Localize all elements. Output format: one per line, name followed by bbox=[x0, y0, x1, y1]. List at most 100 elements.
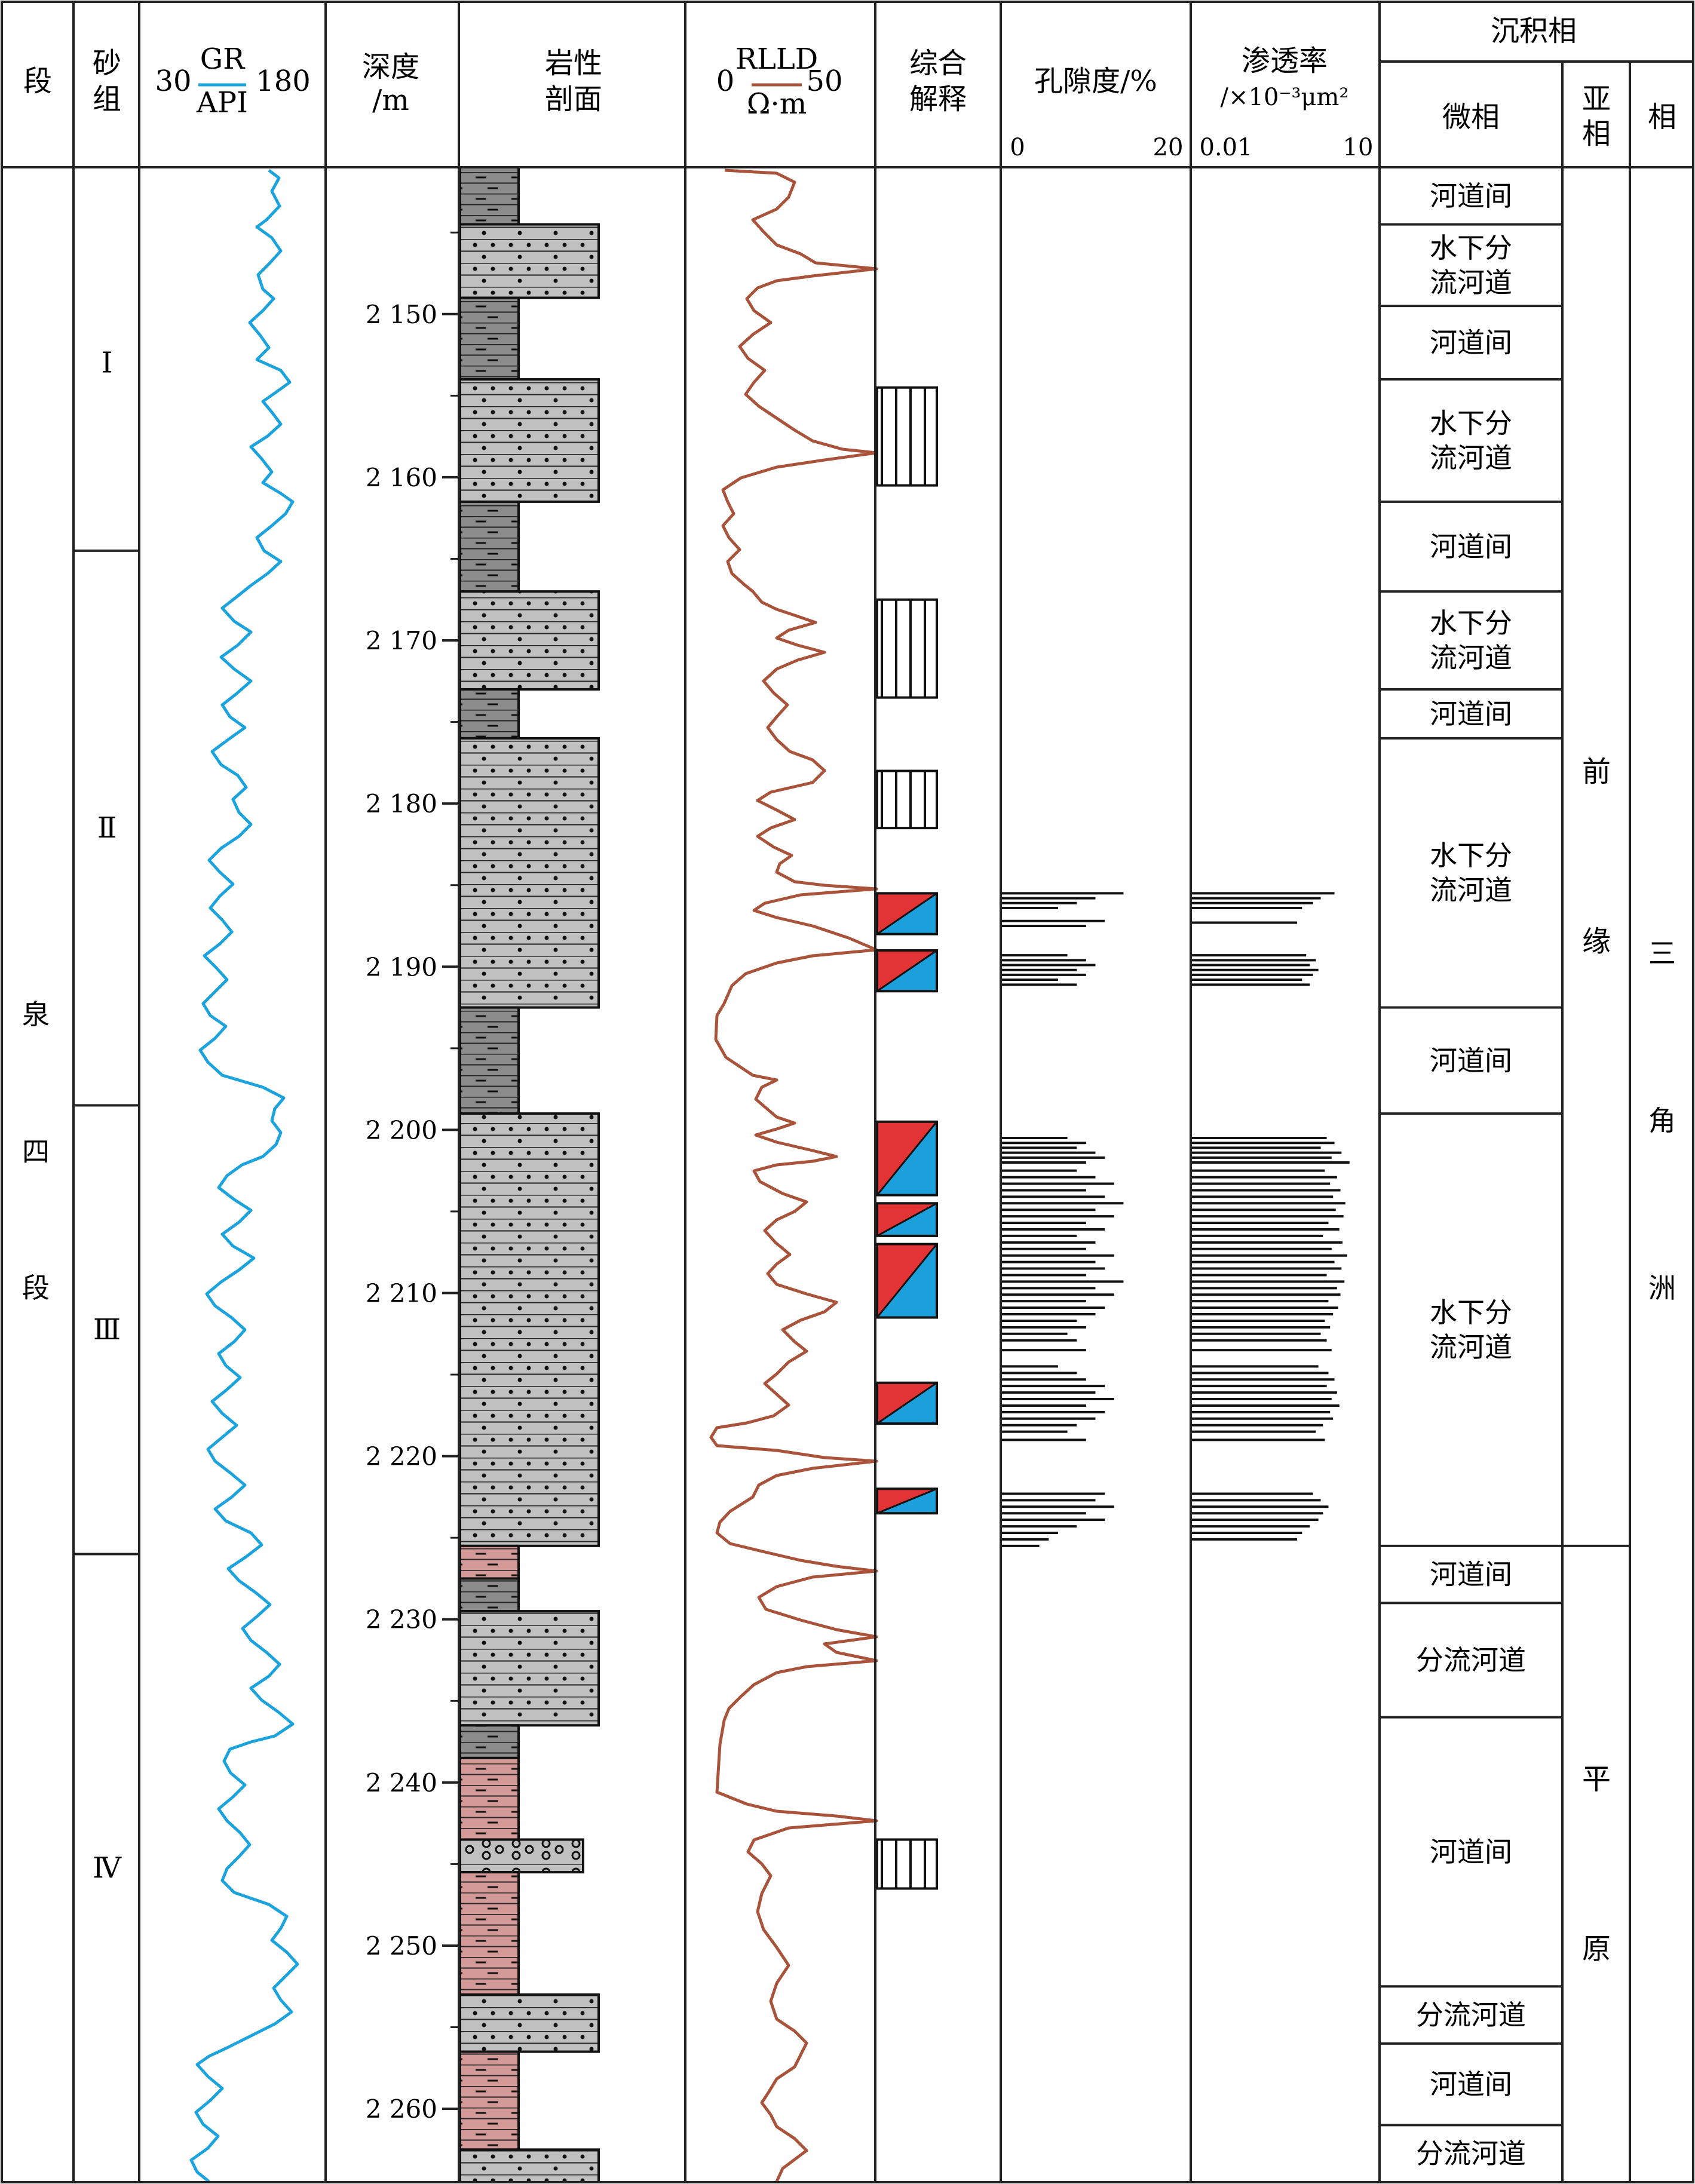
oil-water-frame bbox=[876, 1120, 938, 1197]
lithology-unit-mudstone bbox=[459, 1006, 520, 1115]
subfacies-char: 前 bbox=[1582, 755, 1611, 789]
facies-label: 三 角 洲 bbox=[1648, 937, 1676, 1304]
header-interpretation-2: 解释 bbox=[909, 82, 967, 116]
header-permeability-title: 渗透率 bbox=[1242, 44, 1328, 78]
oil-water-diagonal bbox=[876, 1243, 938, 1318]
lithology-unit-sandstone bbox=[459, 1610, 600, 1727]
header-subfacies-1: 亚 bbox=[1582, 82, 1611, 116]
header-rlld-top: RLLD bbox=[735, 42, 818, 76]
subfacies-char: 平 bbox=[1582, 1762, 1611, 1796]
lithology-unit-red-mudstone bbox=[459, 1756, 520, 1841]
microfacies-label: 河道间 bbox=[1430, 698, 1512, 730]
dry-layer-symbol bbox=[876, 1838, 938, 1890]
depth-tick-label: 2 150 bbox=[366, 300, 437, 329]
microfacies-label: 分流河道 bbox=[1416, 1644, 1526, 1676]
header-permeability-max: 10 bbox=[1343, 134, 1374, 161]
depth-tick-label: 2 210 bbox=[366, 1279, 437, 1308]
oil-water-diagonal bbox=[876, 949, 937, 992]
header-rlld-bottom: Ω·m bbox=[747, 87, 807, 121]
member-char-2: 四 bbox=[22, 1136, 50, 1168]
lithology-unit-red-mudstone bbox=[459, 2050, 520, 2151]
rlld-curve bbox=[709, 168, 878, 2183]
microfacies-label: 水下分 bbox=[1430, 839, 1512, 872]
microfacies-label: 分流河道 bbox=[1416, 2137, 1526, 2170]
oil-water-frame bbox=[876, 949, 938, 993]
header-gr-max: 180 bbox=[256, 65, 311, 98]
oil-water-diagonal bbox=[876, 892, 937, 935]
lithology-unit-mudstone bbox=[459, 1724, 520, 1759]
header-facies-group: 沉积相 bbox=[1491, 14, 1577, 48]
header-member: 段 bbox=[23, 65, 52, 98]
interpretation-dry bbox=[876, 769, 938, 830]
header-permeability-min: 0.01 bbox=[1199, 134, 1252, 161]
lithology-unit-sandstone bbox=[459, 1993, 600, 2053]
interpretation-dry bbox=[876, 1838, 938, 1890]
oil-water-frame bbox=[876, 892, 938, 935]
header-porosity-min: 0 bbox=[1010, 134, 1025, 161]
header-subfacies-2: 相 bbox=[1582, 117, 1611, 151]
microfacies-label: 水下分 bbox=[1430, 407, 1512, 439]
gr-track bbox=[189, 169, 299, 2183]
microfacies-label: 河道间 bbox=[1430, 1559, 1512, 1591]
subfacies-char: 缘 bbox=[1582, 925, 1611, 958]
facies-char-2: 角 bbox=[1648, 1105, 1676, 1137]
lithology-unit-sandstone bbox=[459, 2148, 600, 2183]
depth-tick-label: 2 230 bbox=[366, 1605, 437, 1634]
lithology-column bbox=[459, 166, 600, 2183]
header-permeability-unit: /×10⁻³μm² bbox=[1221, 84, 1349, 111]
lithology-unit-sandstone bbox=[459, 737, 600, 1009]
microfacies-label: 流河道 bbox=[1430, 1331, 1512, 1363]
oil-water-frame bbox=[876, 1381, 938, 1425]
microfacies-label: 水下分 bbox=[1430, 232, 1512, 264]
oil-water-frame bbox=[876, 1243, 938, 1319]
rlld-track bbox=[709, 168, 878, 2183]
oil-water-frame bbox=[876, 1202, 938, 1237]
depth-tick-label: 2 200 bbox=[366, 1115, 437, 1145]
sand-group-label: Ⅳ bbox=[93, 1851, 122, 1885]
member-label: 泉 四 段 bbox=[22, 998, 50, 1304]
lithology-unit-mudstone bbox=[459, 500, 520, 593]
microfacies-label: 流河道 bbox=[1430, 874, 1512, 906]
header-gr-top: GR bbox=[200, 42, 246, 76]
header-gr-bottom: API bbox=[196, 86, 248, 119]
interpretation-oil-water bbox=[876, 1202, 938, 1237]
header-lithology-1: 岩性 bbox=[545, 47, 602, 80]
facies-char-1: 三 bbox=[1648, 937, 1676, 970]
lithology-unit-sandstone bbox=[459, 223, 600, 299]
header-microfacies: 微相 bbox=[1442, 100, 1500, 134]
microfacies-label: 河道间 bbox=[1430, 1836, 1512, 1868]
lithology-unit-mudstone bbox=[459, 296, 520, 381]
microfacies-label: 流河道 bbox=[1430, 441, 1512, 474]
lithology-unit-conglomerate bbox=[459, 1838, 584, 1874]
microfacies-column: 河道间水下分流河道河道间水下分流河道河道间水下分流河道河道间水下分流河道河道间水… bbox=[1380, 180, 1562, 2170]
header-depth-1: 深度 bbox=[362, 50, 419, 84]
depth-tick-label: 2 190 bbox=[366, 952, 437, 981]
microfacies-label: 分流河道 bbox=[1416, 1999, 1526, 2031]
table-header: 段 砂 组 30 GR API 180 深度 /m 岩性 剖面 0 RLLD Ω… bbox=[23, 14, 1676, 161]
interpretation-oil-water bbox=[876, 1381, 938, 1425]
lithology-unit-sandstone bbox=[459, 590, 600, 691]
depth-tick-label: 2 160 bbox=[366, 463, 437, 492]
permeability-track bbox=[1192, 892, 1350, 1541]
microfacies-label: 河道间 bbox=[1430, 327, 1512, 359]
interpretation-oil-water bbox=[876, 949, 938, 993]
depth-tick-label: 2 260 bbox=[366, 2094, 437, 2124]
lithology-unit-red-mudstone bbox=[459, 1871, 520, 1996]
oil-water-diagonal bbox=[876, 1487, 937, 1514]
sand-group-label: Ⅲ bbox=[93, 1313, 121, 1346]
header-sandgroup-1: 砂 bbox=[93, 47, 121, 80]
lithology-unit-mudstone bbox=[459, 688, 520, 740]
depth-tick-label: 2 180 bbox=[366, 789, 437, 818]
oil-water-diagonal bbox=[876, 1202, 937, 1237]
interpretation-column bbox=[876, 386, 938, 1890]
interpretation-oil-water bbox=[876, 1120, 938, 1197]
porosity-track bbox=[1002, 892, 1124, 1547]
header-porosity-title: 孔隙度/% bbox=[1034, 65, 1157, 98]
microfacies-label: 水下分 bbox=[1430, 607, 1512, 639]
depth-tick-label: 2 250 bbox=[366, 1931, 437, 1961]
lithology-unit-red-mudstone bbox=[459, 1544, 520, 1580]
